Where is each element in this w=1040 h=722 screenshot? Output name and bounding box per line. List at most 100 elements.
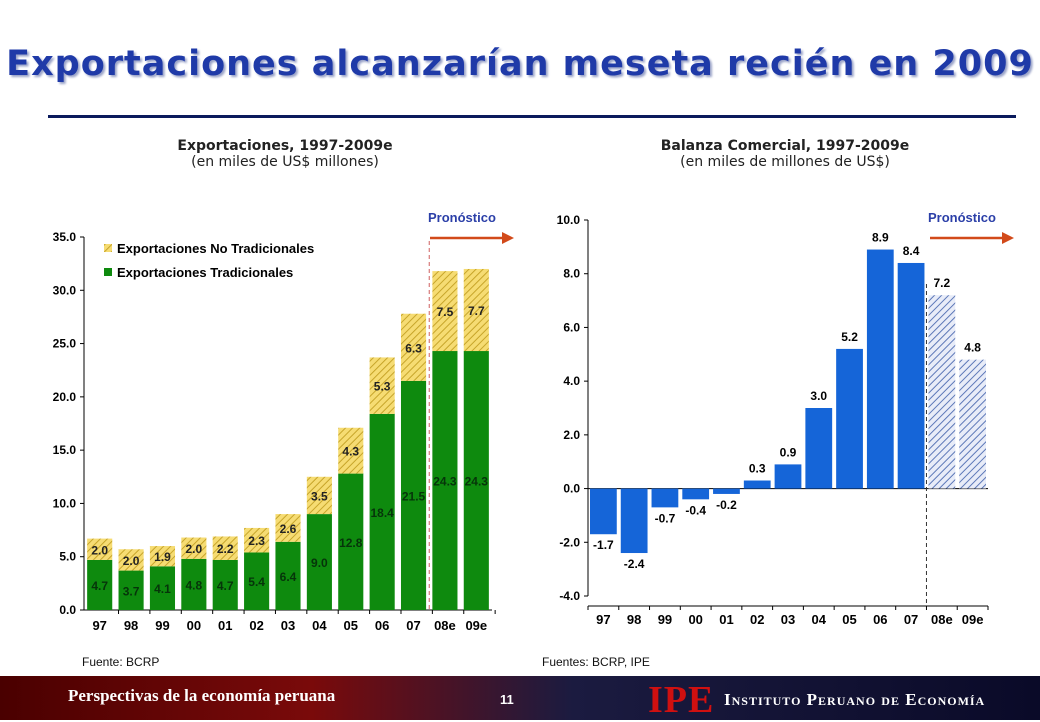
bar-balance	[959, 359, 986, 489]
bar-balance	[590, 488, 617, 535]
ipe-logo: IPE	[648, 679, 715, 721]
bar-nontraditional	[432, 271, 458, 352]
x-tick-label: 00	[187, 618, 201, 633]
bar-traditional	[149, 566, 176, 610]
y-tick-label: 30.0	[53, 283, 77, 297]
institute-name: Instituto Peruano de Economía	[724, 690, 986, 709]
bar-traditional	[306, 514, 332, 610]
x-tick-label: 08e	[931, 612, 953, 627]
legend-swatch-traditional	[104, 268, 112, 276]
data-label-nontraditional: 3.5	[311, 489, 328, 503]
x-tick-label: 98	[627, 612, 641, 627]
footer-section-title: Perspectivas de la economía peruana	[68, 686, 336, 705]
legend-swatch-nontraditional	[104, 244, 112, 252]
data-label-nontraditional: 2.3	[248, 534, 265, 548]
x-tick-label: 09e	[465, 618, 487, 633]
x-tick-label: 07	[406, 618, 420, 633]
chart1-subtitle: (en miles de US$ millones)	[191, 154, 379, 170]
y-tick-label: 15.0	[53, 443, 77, 457]
bar-balance	[866, 249, 894, 489]
bar-nontraditional	[118, 549, 144, 571]
forecast-arrow-head	[502, 232, 514, 244]
data-label-nontraditional: 1.9	[154, 550, 171, 564]
bar-traditional	[400, 380, 427, 610]
data-label-nontraditional: 2.6	[280, 522, 297, 536]
y-tick-label: 5.0	[59, 550, 76, 564]
x-tick-label: 98	[124, 618, 138, 633]
bar-nontraditional	[181, 537, 207, 559]
x-tick-label: 97	[92, 618, 106, 633]
x-tick-label: 05	[842, 612, 856, 627]
data-label-balance: 7.2	[934, 276, 951, 290]
y-tick-label: 35.0	[53, 230, 77, 244]
bar-nontraditional	[306, 476, 332, 515]
data-label-balance: -0.2	[716, 498, 737, 512]
data-label-traditional: 5.4	[248, 575, 265, 589]
x-tick-label: 02	[249, 618, 263, 633]
x-tick-label: 01	[218, 618, 232, 633]
data-label-traditional: 4.8	[186, 578, 203, 592]
bar-balance	[743, 480, 771, 489]
forecast-arrow-head	[1002, 232, 1014, 244]
y-tick-label: 10.0	[53, 496, 77, 510]
legend-label-traditional: Exportaciones Tradicionales	[117, 265, 293, 280]
x-tick-label: 09e	[962, 612, 984, 627]
data-label-nontraditional: 7.5	[437, 305, 454, 319]
bar-traditional	[181, 558, 207, 610]
data-label-balance: -0.4	[685, 503, 706, 517]
x-tick-label: 08e	[434, 618, 456, 633]
bar-nontraditional	[244, 527, 270, 553]
page-number: 11	[500, 692, 514, 707]
bar-balance	[897, 262, 925, 489]
y-tick-label: 8.0	[563, 267, 580, 281]
bar-nontraditional	[369, 357, 395, 414]
bar-nontraditional	[149, 546, 176, 567]
data-label-traditional: 4.7	[217, 579, 234, 593]
bar-balance	[774, 464, 802, 489]
bar-nontraditional	[338, 427, 364, 474]
x-tick-label: 97	[596, 612, 610, 627]
data-label-balance: 8.9	[872, 231, 889, 245]
bar-balance	[620, 488, 648, 554]
bar-traditional	[244, 552, 270, 610]
data-label-balance: -1.7	[593, 538, 614, 552]
data-label-traditional: 3.7	[123, 584, 140, 598]
data-label-nontraditional: 2.0	[186, 542, 203, 556]
x-tick-label: 00	[688, 612, 702, 627]
x-tick-label: 99	[658, 612, 672, 627]
data-label-balance: 8.4	[903, 244, 920, 258]
chart1-title: Exportaciones, 1997-2009e	[177, 138, 393, 154]
chart2-subtitle: (en miles de millones de US$)	[680, 154, 890, 170]
x-tick-label: 03	[781, 612, 795, 627]
bar-traditional	[118, 570, 144, 610]
bar-nontraditional	[400, 313, 427, 381]
bar-balance	[713, 488, 740, 494]
bar-traditional	[463, 351, 489, 610]
trade-balance-chart: -4.0 -2.0 0.0 2.0 4.0 6.0 8.0 10.0 -1.7 97 -2.4 98 -…	[557, 210, 1014, 627]
bar-traditional	[275, 541, 301, 610]
x-tick-label: 99	[155, 618, 169, 633]
data-label-nontraditional: 5.3	[374, 380, 391, 394]
exports-chart: 0.0 5.0 10.0 15.0 20.0 25.0 30.0 35.0 97 4.7 2.0 98…	[53, 210, 514, 633]
data-label-balance: 0.3	[749, 462, 766, 476]
chart1-source: Fuente: BCRP	[82, 655, 160, 669]
bar-balance	[805, 408, 833, 489]
data-label-traditional: 24.3	[433, 475, 457, 489]
footer-bar: Perspectivas de la economía peruana 11 I…	[0, 676, 1040, 721]
y-tick-label: 0.0	[563, 482, 580, 496]
data-label-nontraditional: 2.0	[123, 554, 140, 568]
data-label-balance: 3.0	[810, 389, 827, 403]
x-tick-label: 02	[750, 612, 764, 627]
x-tick-label: 04	[312, 618, 327, 633]
data-label-nontraditional: 4.3	[342, 445, 359, 459]
data-label-nontraditional: 7.7	[468, 304, 485, 318]
bar-nontraditional	[212, 536, 238, 560]
bar-traditional	[87, 559, 113, 610]
y-tick-label: 25.0	[53, 337, 77, 351]
bar-traditional	[212, 559, 238, 610]
x-tick-label: 05	[344, 618, 358, 633]
bar-balance	[928, 295, 956, 489]
data-label-balance: 0.9	[780, 445, 797, 459]
y-tick-label: -2.0	[559, 535, 580, 549]
data-label-balance: -2.4	[624, 557, 645, 571]
